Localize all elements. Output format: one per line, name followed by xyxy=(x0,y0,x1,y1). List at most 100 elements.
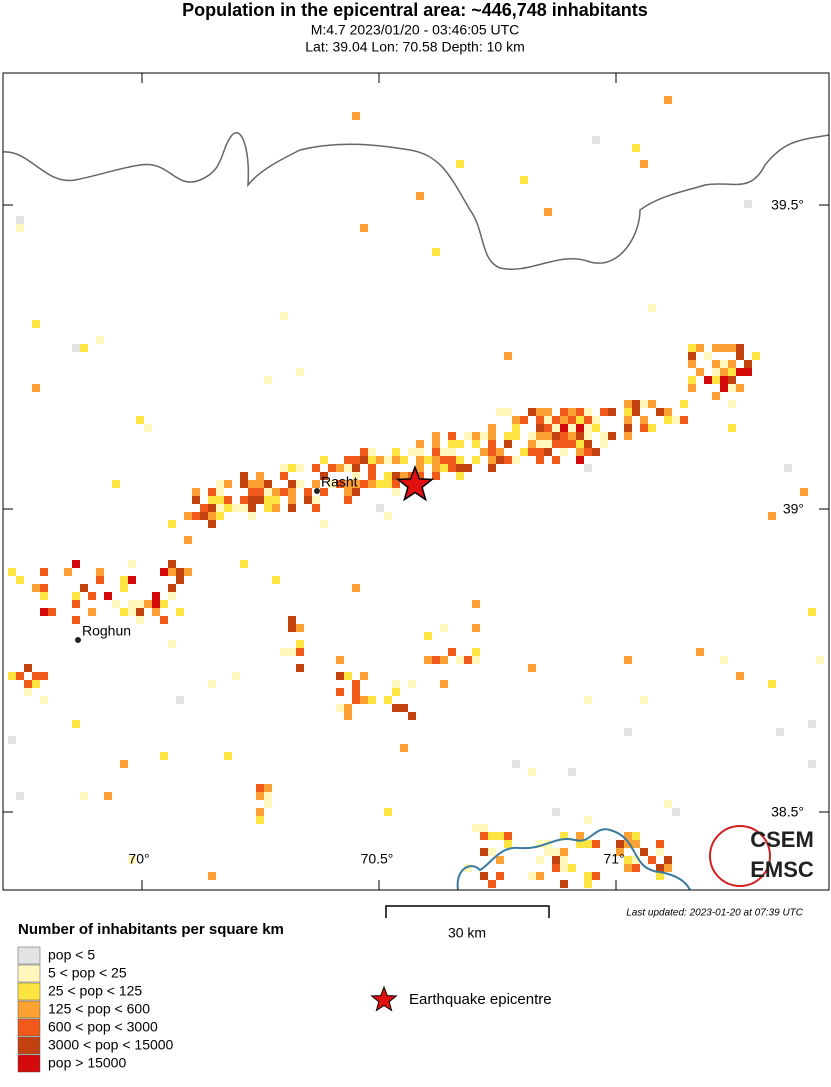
city-dot xyxy=(314,488,320,494)
pop-cell xyxy=(536,440,544,448)
pop-cell xyxy=(720,344,728,352)
legend-star xyxy=(370,985,398,1012)
pop-cell xyxy=(168,584,176,592)
river xyxy=(456,828,691,891)
pop-cell xyxy=(720,368,728,376)
pop-cell xyxy=(712,368,720,376)
pop-cell xyxy=(504,408,512,416)
lon-label: 71° xyxy=(603,851,624,867)
pop-cell xyxy=(184,536,192,544)
pop-cell xyxy=(528,768,536,776)
pop-cell xyxy=(72,720,80,728)
pop-cell xyxy=(368,480,376,488)
pop-cell xyxy=(352,464,360,472)
pop-cell xyxy=(88,592,96,600)
pop-cell xyxy=(600,432,608,440)
pop-cell xyxy=(648,856,656,864)
pop-cell xyxy=(168,520,176,528)
pop-cell xyxy=(736,344,744,352)
pop-cell xyxy=(64,568,72,576)
pop-cell xyxy=(448,432,456,440)
pop-cell xyxy=(536,872,544,880)
pop-cell xyxy=(240,560,248,568)
pop-cell xyxy=(288,616,296,624)
pop-cell xyxy=(392,448,400,456)
pop-cell xyxy=(808,720,816,728)
pop-cell xyxy=(720,656,728,664)
pop-cell xyxy=(512,456,520,464)
pop-cell xyxy=(512,432,520,440)
pop-cell xyxy=(176,576,184,584)
pop-cell xyxy=(736,384,744,392)
lat-label: 39.5° xyxy=(771,197,804,213)
pop-cell xyxy=(472,600,480,608)
pop-cell xyxy=(656,848,664,856)
subtitle: Lat: 39.04 Lon: 70.58 Depth: 10 km xyxy=(305,39,525,55)
pop-cell xyxy=(464,864,472,872)
pop-cell xyxy=(352,584,360,592)
lon-label: 70.5° xyxy=(361,851,394,867)
pop-cell xyxy=(696,344,704,352)
pop-cell xyxy=(272,496,280,504)
pop-cell xyxy=(552,808,560,816)
pop-cell xyxy=(488,456,496,464)
pop-cell xyxy=(536,416,544,424)
pop-cell xyxy=(776,728,784,736)
pop-cell xyxy=(384,512,392,520)
pop-cell xyxy=(288,648,296,656)
legend-swatch xyxy=(17,946,41,965)
pop-cell xyxy=(544,424,552,432)
pop-cell xyxy=(368,448,376,456)
pop-cell xyxy=(24,680,32,688)
pop-cell xyxy=(624,728,632,736)
pop-cell xyxy=(440,464,448,472)
pop-cell xyxy=(672,416,680,424)
pop-cell xyxy=(168,568,176,576)
pop-cell xyxy=(232,504,240,512)
pop-cell xyxy=(728,344,736,352)
pop-cell xyxy=(736,368,744,376)
pop-cell xyxy=(120,608,128,616)
pop-cell xyxy=(176,608,184,616)
pop-cell xyxy=(560,448,568,456)
pop-cell xyxy=(592,872,600,880)
pop-cell xyxy=(720,384,728,392)
pop-cell xyxy=(488,880,496,888)
pop-cell xyxy=(288,496,296,504)
pop-cell xyxy=(568,424,576,432)
pop-cell xyxy=(208,504,216,512)
pop-cell xyxy=(432,456,440,464)
legend-title: Number of inhabitants per square km xyxy=(18,921,284,938)
pop-cell xyxy=(496,448,504,456)
pop-cell xyxy=(728,384,736,392)
pop-cell xyxy=(264,784,272,792)
pop-cell xyxy=(336,480,344,488)
pop-cell xyxy=(744,360,752,368)
map-frame xyxy=(2,72,830,891)
pop-cell xyxy=(552,440,560,448)
pop-cell xyxy=(368,472,376,480)
pop-cell xyxy=(560,864,568,872)
lon-label: 70° xyxy=(128,851,149,867)
pop-cell xyxy=(344,496,352,504)
pop-cell xyxy=(768,512,776,520)
pop-cell xyxy=(40,696,48,704)
pop-cell xyxy=(696,648,704,656)
pop-cell xyxy=(448,448,456,456)
pop-cell xyxy=(216,512,224,520)
pop-cell xyxy=(136,608,144,616)
pop-cell xyxy=(616,840,624,848)
pop-cell xyxy=(152,608,160,616)
pop-cell xyxy=(16,216,24,224)
pop-cell xyxy=(88,608,96,616)
pop-cell xyxy=(400,472,408,480)
pop-cell xyxy=(344,488,352,496)
pop-cell xyxy=(24,664,32,672)
pop-cell xyxy=(384,456,392,464)
pop-cell xyxy=(112,600,120,608)
legend-swatch xyxy=(17,1054,41,1073)
pop-cell xyxy=(392,480,400,488)
pop-cell xyxy=(176,568,184,576)
pop-cell xyxy=(584,440,592,448)
